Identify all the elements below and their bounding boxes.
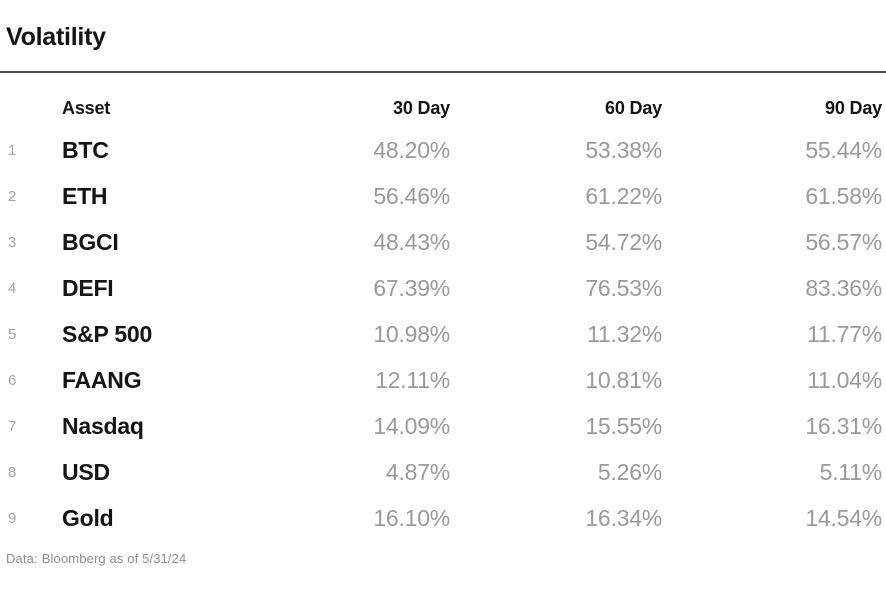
- row-number: 6: [8, 371, 17, 389]
- value-30d: 48.20%: [373, 136, 450, 163]
- value-30d: 14.09%: [373, 412, 450, 439]
- value-60d: 53.38%: [585, 136, 662, 163]
- volatility-table: Asset 30 Day 60 Day 90 Day 1 BTC 48.20% …: [0, 89, 882, 541]
- value-90d: 5.11%: [819, 458, 883, 485]
- value-90d: 16.31%: [805, 412, 882, 439]
- value-90d: 11.04%: [807, 366, 882, 393]
- value-60d: 11.32%: [587, 320, 662, 347]
- row-number: 7: [8, 417, 17, 435]
- column-header-30day: 30 Day: [393, 97, 450, 118]
- row-number: 3: [8, 233, 17, 251]
- row-number: 1: [8, 141, 17, 159]
- column-header-60day: 60 Day: [605, 97, 662, 118]
- asset-name: DEFI: [62, 274, 114, 301]
- value-90d: 14.54%: [805, 504, 882, 531]
- value-30d: 10.98%: [373, 320, 450, 347]
- row-number: 2: [8, 187, 17, 205]
- table-row: 1 BTC 48.20% 53.38% 55.44%: [0, 127, 882, 173]
- source-note: Data: Bloomberg as of 5/31/24: [0, 551, 886, 566]
- column-header-90day: 90 Day: [825, 97, 882, 118]
- value-90d: 11.77%: [807, 320, 882, 347]
- row-number: 5: [8, 325, 17, 343]
- value-30d: 48.43%: [373, 228, 450, 255]
- row-number: 4: [8, 279, 17, 297]
- title-divider: [0, 71, 886, 73]
- table-body: 1 BTC 48.20% 53.38% 55.44% 2 ETH 56.46% …: [0, 127, 882, 541]
- value-30d: 16.10%: [373, 504, 450, 531]
- value-60d: 76.53%: [585, 274, 662, 301]
- table-row: 9 Gold 16.10% 16.34% 14.54%: [0, 495, 882, 541]
- value-30d: 56.46%: [373, 182, 450, 209]
- table-header-row: Asset 30 Day 60 Day 90 Day: [0, 89, 882, 127]
- value-60d: 15.55%: [585, 412, 662, 439]
- value-60d: 61.22%: [585, 182, 662, 209]
- source-label: Data:: [6, 551, 38, 566]
- asset-name: ETH: [62, 182, 108, 209]
- value-60d: 54.72%: [585, 228, 662, 255]
- table-row: 8 USD 4.87% 5.26% 5.11%: [0, 449, 882, 495]
- value-90d: 56.57%: [805, 228, 882, 255]
- column-header-asset: Asset: [62, 97, 111, 118]
- asset-name: USD: [62, 458, 110, 485]
- value-90d: 55.44%: [805, 136, 882, 163]
- table-row: 2 ETH 56.46% 61.22% 61.58%: [0, 173, 882, 219]
- value-90d: 61.58%: [805, 182, 882, 209]
- asset-name: BTC: [62, 136, 109, 163]
- value-30d: 4.87%: [385, 458, 450, 485]
- asset-name: Nasdaq: [62, 412, 144, 439]
- source-text: Bloomberg as of 5/31/24: [41, 551, 187, 566]
- value-60d: 10.81%: [585, 366, 662, 393]
- value-90d: 83.36%: [805, 274, 882, 301]
- value-30d: 67.39%: [373, 274, 450, 301]
- table-row: 3 BGCI 48.43% 54.72% 56.57%: [0, 219, 882, 265]
- asset-name: Gold: [62, 504, 114, 531]
- table-row: 7 Nasdaq 14.09% 15.55% 16.31%: [0, 403, 882, 449]
- table-row: 4 DEFI 67.39% 76.53% 83.36%: [0, 265, 882, 311]
- table-row: 5 S&P 500 10.98% 11.32% 11.77%: [0, 311, 882, 357]
- value-60d: 16.34%: [585, 504, 662, 531]
- asset-name: S&P 500: [62, 320, 153, 347]
- row-number: 9: [8, 509, 17, 527]
- asset-name: FAANG: [62, 366, 142, 393]
- value-30d: 12.11%: [375, 366, 450, 393]
- page-title: Volatility: [6, 23, 106, 51]
- value-60d: 5.26%: [597, 458, 662, 485]
- table-row: 6 FAANG 12.11% 10.81% 11.04%: [0, 357, 882, 403]
- row-number: 8: [8, 463, 17, 481]
- asset-name: BGCI: [62, 228, 119, 255]
